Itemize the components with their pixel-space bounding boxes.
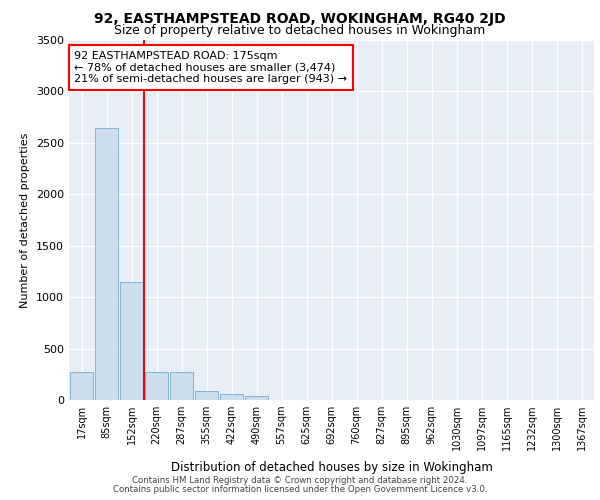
X-axis label: Distribution of detached houses by size in Wokingham: Distribution of detached houses by size … xyxy=(170,462,493,474)
Text: Contains HM Land Registry data © Crown copyright and database right 2024.: Contains HM Land Registry data © Crown c… xyxy=(132,476,468,485)
Bar xyxy=(120,282,143,400)
Bar xyxy=(220,394,243,400)
Text: 92 EASTHAMPSTEAD ROAD: 175sqm
← 78% of detached houses are smaller (3,474)
21% o: 92 EASTHAMPSTEAD ROAD: 175sqm ← 78% of d… xyxy=(74,51,347,84)
Text: Size of property relative to detached houses in Wokingham: Size of property relative to detached ho… xyxy=(115,24,485,37)
Bar xyxy=(245,396,268,400)
Text: 92, EASTHAMPSTEAD ROAD, WOKINGHAM, RG40 2JD: 92, EASTHAMPSTEAD ROAD, WOKINGHAM, RG40 … xyxy=(94,12,506,26)
Bar xyxy=(195,390,218,400)
Bar xyxy=(170,372,193,400)
Bar xyxy=(145,372,168,400)
Bar xyxy=(95,128,118,400)
Text: Contains public sector information licensed under the Open Government Licence v3: Contains public sector information licen… xyxy=(113,485,487,494)
Y-axis label: Number of detached properties: Number of detached properties xyxy=(20,132,31,308)
Bar xyxy=(70,372,93,400)
